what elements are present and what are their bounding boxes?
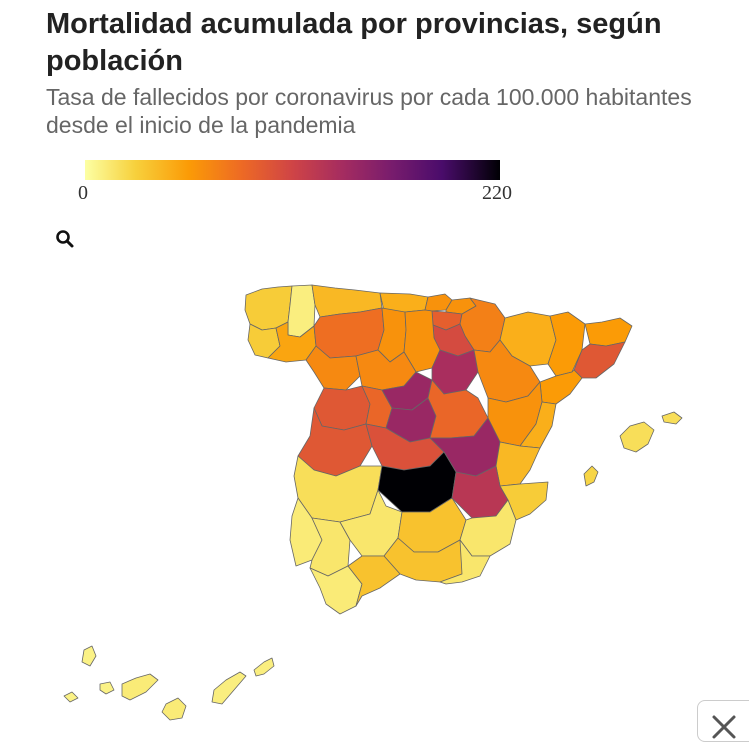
map-title: Mortalidad acumulada por provincias, seg… <box>46 8 662 77</box>
island-ibiza[interactable] <box>583 465 599 487</box>
island-fuerteventura[interactable] <box>211 671 247 705</box>
search-icon[interactable] <box>55 229 75 249</box>
island-mallorca[interactable] <box>619 421 655 453</box>
island-la-gomera[interactable] <box>99 681 115 695</box>
province-salamanca[interactable] <box>313 385 371 431</box>
spain-choropleth-map[interactable] <box>0 270 749 732</box>
province-malaga[interactable] <box>347 555 401 607</box>
province-regions <box>63 284 683 721</box>
close-icon <box>712 715 736 739</box>
close-button[interactable] <box>697 700 749 742</box>
island-lanzarote[interactable] <box>253 657 275 677</box>
province-almeria[interactable] <box>439 539 491 585</box>
map-subtitle: Tasa de fallecidos por coronavirus por c… <box>46 84 692 138</box>
legend-min-label: 0 <box>78 182 88 204</box>
island-gran-canaria[interactable] <box>161 697 187 721</box>
province-tarragona[interactable] <box>539 369 583 405</box>
island-menorca[interactable] <box>661 411 683 425</box>
color-scale-bar <box>85 160 500 180</box>
province-soria[interactable] <box>431 349 479 395</box>
island-tenerife[interactable] <box>121 673 159 701</box>
island-el-hierro[interactable] <box>63 691 79 703</box>
province-valencia[interactable] <box>495 441 541 487</box>
legend-max-label: 220 <box>482 182 512 204</box>
island-la-palma[interactable] <box>81 645 97 667</box>
